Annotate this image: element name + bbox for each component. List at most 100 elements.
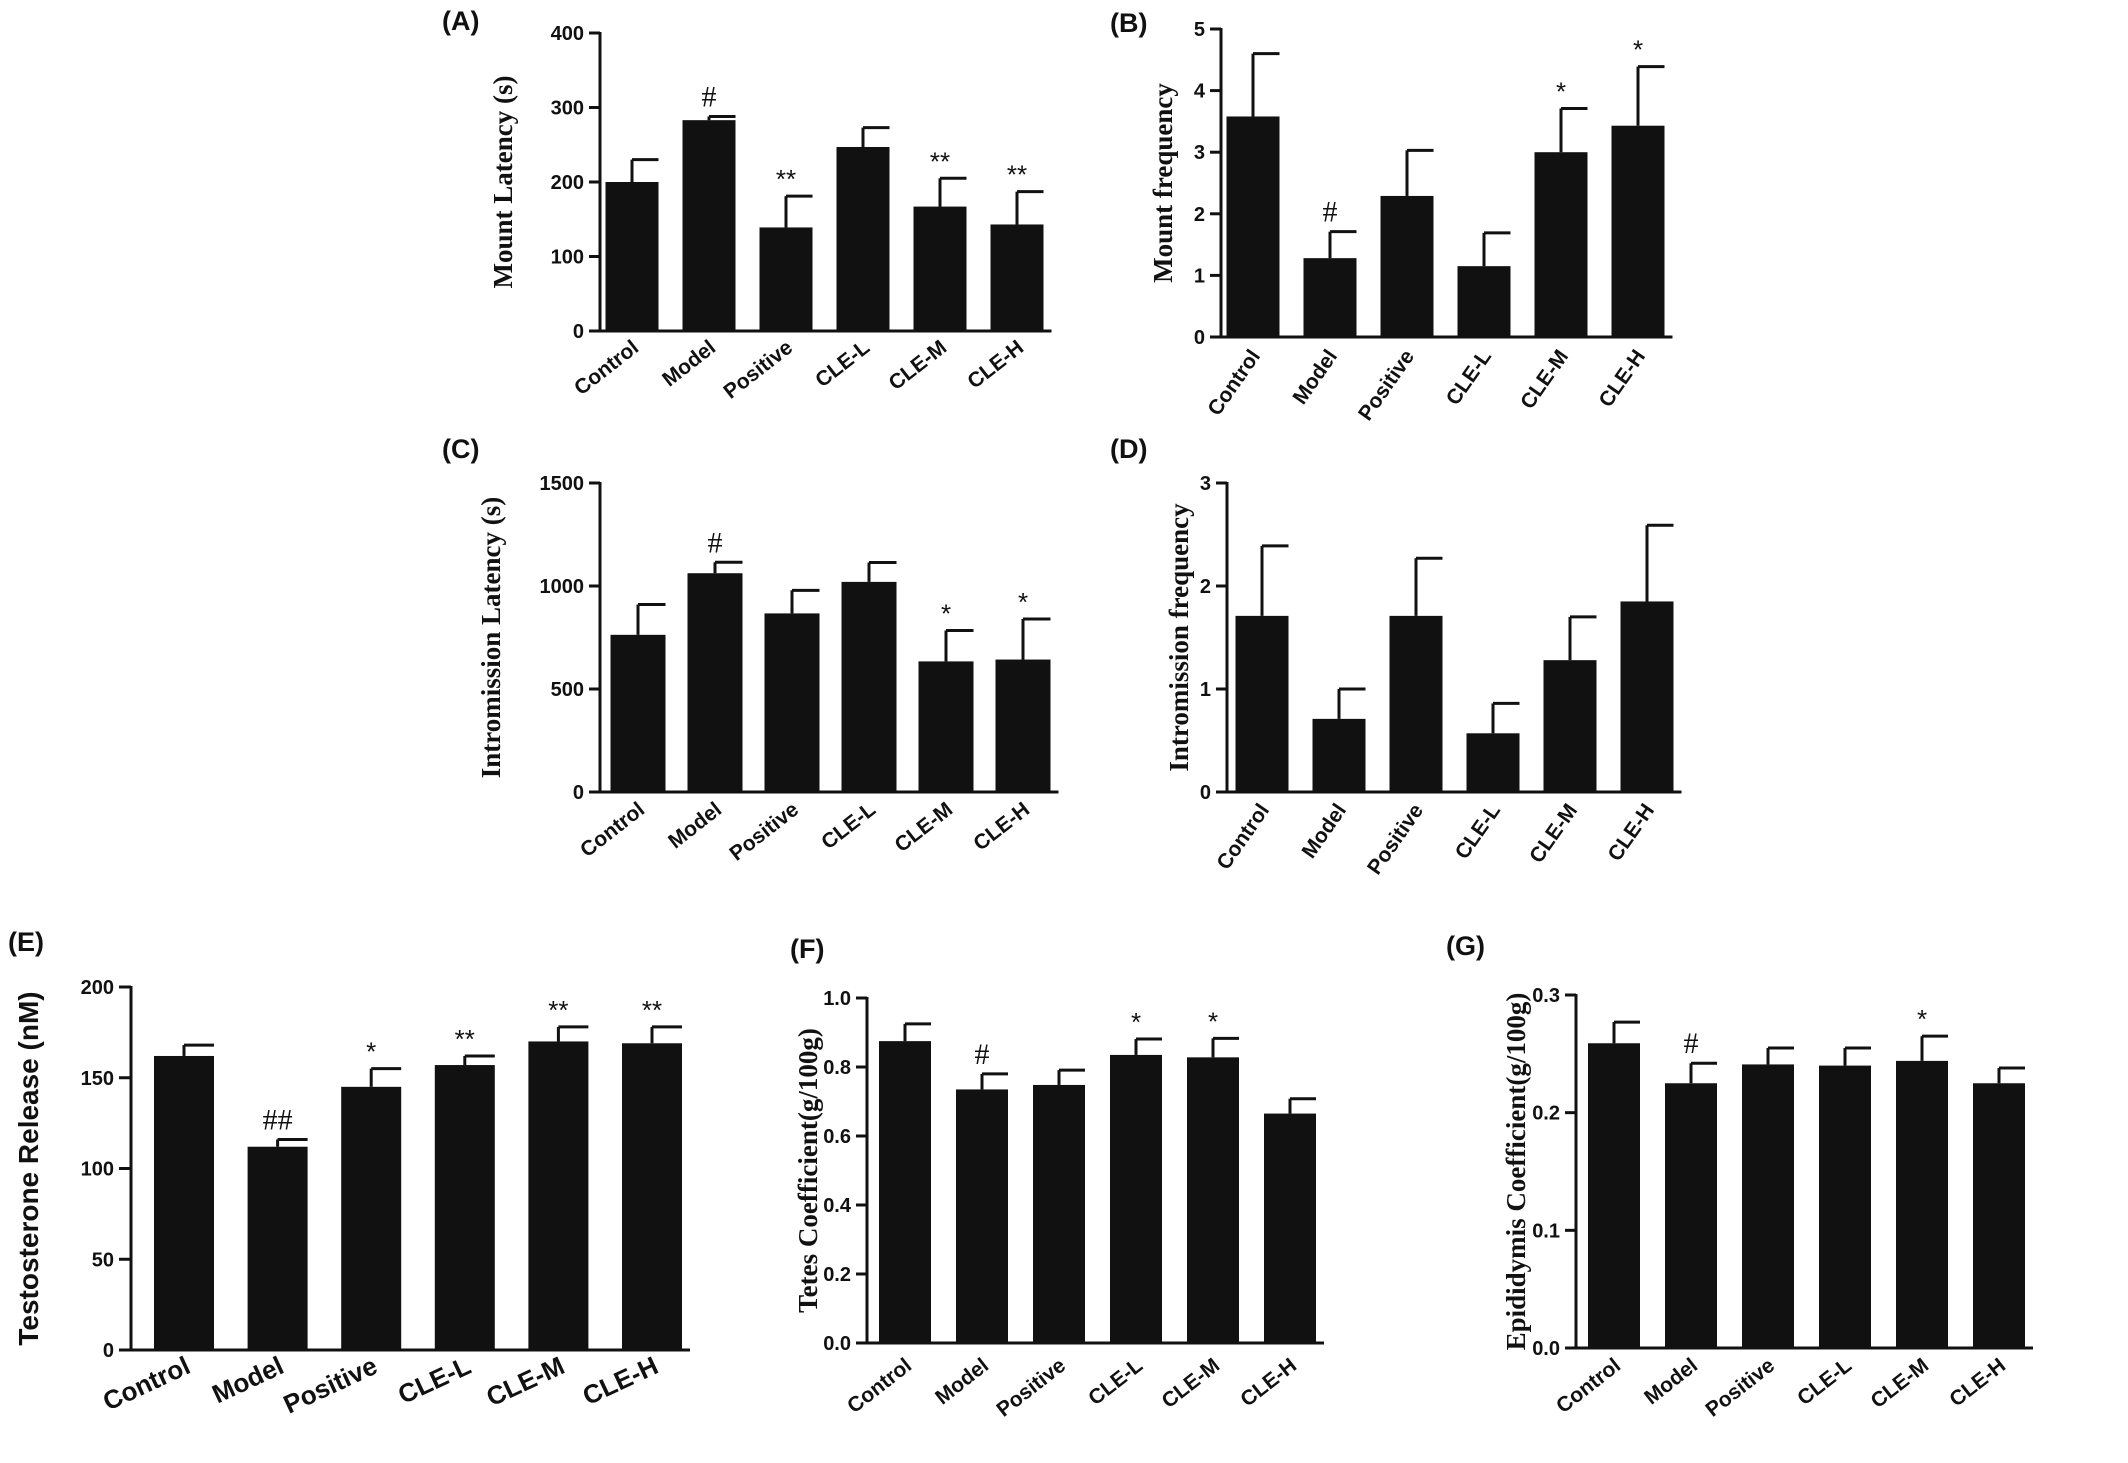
bar-positive	[1742, 1064, 1794, 1348]
y-tick-label: 100	[81, 1159, 114, 1181]
panel-label: (G)	[1446, 931, 1485, 961]
y-tick-label: 1500	[540, 473, 585, 495]
x-tick-label: Model	[1297, 800, 1351, 863]
y-tick-label: 200	[551, 172, 584, 194]
bar-cle-l	[1466, 733, 1520, 792]
significance-marker: *	[941, 598, 951, 628]
bar-positive	[1389, 615, 1443, 792]
y-tick-label: 0.2	[1532, 1103, 1560, 1125]
x-tick-label: CLE-M	[891, 798, 958, 857]
bar-cle-h	[990, 224, 1044, 331]
significance-marker: #	[708, 526, 723, 559]
bar-model	[682, 120, 736, 331]
significance-marker: *	[1556, 76, 1566, 106]
bar-positive	[764, 613, 820, 792]
y-tick-label: 0.2	[823, 1264, 851, 1286]
x-tick-label: CLE-L	[393, 1350, 475, 1410]
panel-label: (A)	[442, 6, 479, 36]
bar-model	[1665, 1083, 1717, 1348]
y-tick-label: 0	[573, 782, 584, 804]
x-tick-label: Positive	[725, 798, 803, 866]
bar-cle-h	[1973, 1083, 2025, 1348]
x-tick-label: Model	[207, 1350, 288, 1409]
bar-cle-m	[1187, 1057, 1239, 1343]
significance-marker: *	[1131, 1007, 1141, 1037]
bar-model	[956, 1089, 1008, 1343]
x-tick-label: CLE-H	[1603, 800, 1659, 866]
y-tick-label: 2	[1200, 576, 1211, 598]
bar-cle-h	[1264, 1113, 1316, 1343]
bar-cle-l	[836, 146, 890, 331]
x-tick-label: Control	[843, 1354, 916, 1418]
x-tick-label: CLE-M	[1158, 1354, 1225, 1413]
y-axis-title: Mount frequency	[1148, 83, 1178, 283]
y-tick-label: 0.8	[823, 1057, 851, 1079]
y-axis-title: Intromission Latency (s)	[476, 497, 506, 779]
significance-marker: **	[455, 1024, 475, 1054]
significance-marker: *	[1208, 1006, 1218, 1036]
significance-marker: *	[1633, 35, 1643, 65]
panel-label: (D)	[1110, 434, 1147, 464]
bar-cle-h	[1620, 601, 1674, 792]
y-tick-label: 50	[92, 1249, 114, 1271]
chart-panel-f: (F) Tetes Coefficient(g/100g)0.0 0.2 0.4 0.6…	[790, 934, 1324, 1422]
bar-cle-l	[1819, 1065, 1871, 1348]
x-tick-label: Model	[1288, 346, 1342, 409]
bar-model	[687, 573, 743, 792]
x-tick-label: Model	[658, 336, 720, 391]
y-axis-title: Epididymis Coefficient(g/100g)	[1501, 993, 1531, 1351]
y-tick-label: 0.6	[823, 1126, 851, 1148]
x-tick-label: CLE-L	[1451, 800, 1505, 864]
x-tick-label: CLE-H	[1945, 1354, 2010, 1412]
x-tick-label: Model	[1640, 1354, 1702, 1409]
bar-cle-h	[622, 1043, 682, 1350]
x-tick-label: Positive	[1701, 1354, 1779, 1422]
y-axis-title: Intromission frequency	[1164, 503, 1194, 772]
x-tick-label: CLE-L	[1793, 1354, 1856, 1410]
y-tick-label: 0	[103, 1340, 114, 1362]
significance-marker: *	[1018, 587, 1028, 617]
x-tick-label: Control	[1203, 346, 1265, 420]
y-tick-label: 1	[1194, 265, 1205, 287]
bar-positive	[1033, 1084, 1085, 1343]
y-tick-label: 0.0	[1532, 1338, 1560, 1360]
significance-marker: **	[642, 995, 662, 1025]
x-tick-label: CLE-H	[1594, 346, 1650, 412]
significance-marker: **	[930, 146, 950, 176]
significance-marker: *	[1917, 1004, 1927, 1034]
x-tick-label: Positive	[279, 1350, 382, 1419]
bar-control	[1226, 116, 1280, 337]
panel-label: (B)	[1110, 8, 1147, 38]
x-tick-label: Model	[664, 798, 726, 853]
chart-panel-c: (C) Intromission Latency (s) 0 500 1000 1500 C…	[442, 434, 1059, 866]
bar-positive	[759, 227, 813, 331]
y-tick-label: 0	[1194, 327, 1205, 349]
bar-control	[1235, 615, 1289, 792]
significance-marker: **	[776, 164, 796, 194]
significance-marker: #	[1684, 1027, 1699, 1060]
bar-cle-h	[1611, 125, 1665, 337]
x-tick-label: CLE-L	[1084, 1354, 1147, 1410]
significance-marker: **	[548, 995, 568, 1025]
bar-control	[1588, 1043, 1640, 1348]
x-tick-label: CLE-H	[969, 798, 1034, 856]
y-tick-label: 3	[1194, 142, 1205, 164]
chart-panel-g: (G) Epididymis Coefficient(g/100g) 0.0 0.1 0…	[1446, 931, 2033, 1422]
x-tick-label: CLE-M	[1516, 346, 1573, 414]
y-axis-title: Tetes Coefficient(g/100g)	[793, 1028, 823, 1313]
x-tick-label: CLE-M	[885, 336, 952, 395]
chart-panel-d: (D) Intromission frequency 0 1 2 3 Control Mode…	[1110, 434, 1682, 879]
y-tick-label: 100	[551, 247, 584, 269]
y-tick-label: 400	[551, 23, 584, 45]
y-tick-label: 0.0	[823, 1333, 851, 1355]
bar-control	[879, 1041, 931, 1343]
bar-cle-m	[1534, 152, 1588, 337]
x-tick-label: CLE-M	[1525, 800, 1582, 868]
bar-cle-m	[918, 661, 974, 792]
bar-cle-l	[1457, 266, 1511, 337]
x-tick-label: Control	[576, 798, 649, 862]
y-tick-label: 4	[1194, 81, 1206, 103]
x-tick-label: Positive	[1363, 800, 1428, 879]
x-tick-label: CLE-H	[963, 336, 1028, 394]
y-tick-label: 5	[1194, 19, 1205, 41]
